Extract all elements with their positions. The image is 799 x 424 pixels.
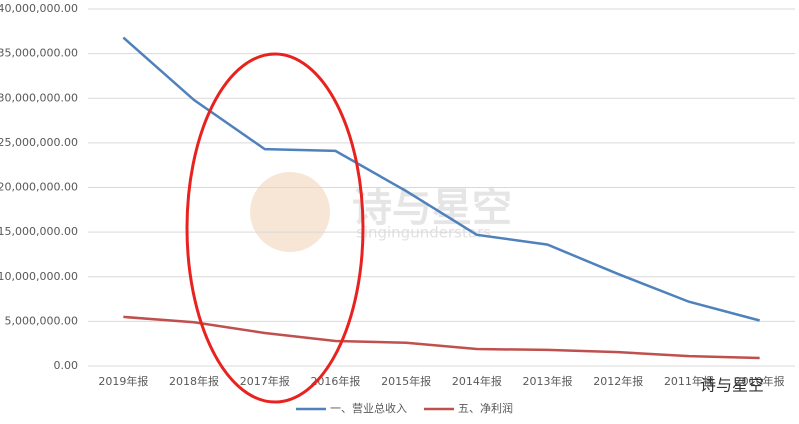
- x-tick-label: 2019年报: [98, 374, 148, 388]
- y-tick-label: 20,000,000.00: [0, 181, 78, 194]
- y-tick-label: 0.00: [54, 359, 79, 372]
- watermark-logo: [250, 172, 330, 252]
- highlight-ellipse: [185, 52, 365, 404]
- brand-label: 诗与星空: [700, 376, 764, 395]
- x-tick-label: 2014年报: [452, 374, 502, 388]
- series-line: [122, 36, 760, 322]
- y-tick-label: 5,000,000.00: [5, 314, 78, 327]
- x-tick-label: 2015年报: [381, 374, 431, 388]
- y-tick-label: 40,000,000.00: [0, 2, 78, 15]
- y-tick-label: 10,000,000.00: [0, 270, 78, 283]
- x-tick-label: 2016年报: [310, 374, 360, 388]
- y-tick-label: 25,000,000.00: [0, 136, 78, 149]
- x-tick-label: 2018年报: [169, 374, 219, 388]
- x-tick-label: 2010年报: [735, 374, 785, 388]
- y-tick-label: 15,000,000.00: [0, 225, 78, 238]
- legend-label: 一、营业总收入: [330, 401, 407, 415]
- x-tick-label: 2017年报: [240, 374, 290, 388]
- x-tick-label: 2012年报: [593, 374, 643, 388]
- y-tick-label: 35,000,000.00: [0, 47, 78, 60]
- series-line: [123, 315, 760, 360]
- legend-label: 五、净利润: [458, 401, 513, 415]
- plot-area: 0.00 5,000,000.00 10,000,000.00 15,000,000.…: [0, 2, 795, 388]
- x-tick-label: 2013年报: [523, 374, 573, 388]
- watermark: 诗与星空 singingunderstars: [250, 172, 512, 252]
- x-tick-label: 2011年报: [664, 374, 714, 388]
- y-tick-label: 30,000,000.00: [0, 91, 78, 104]
